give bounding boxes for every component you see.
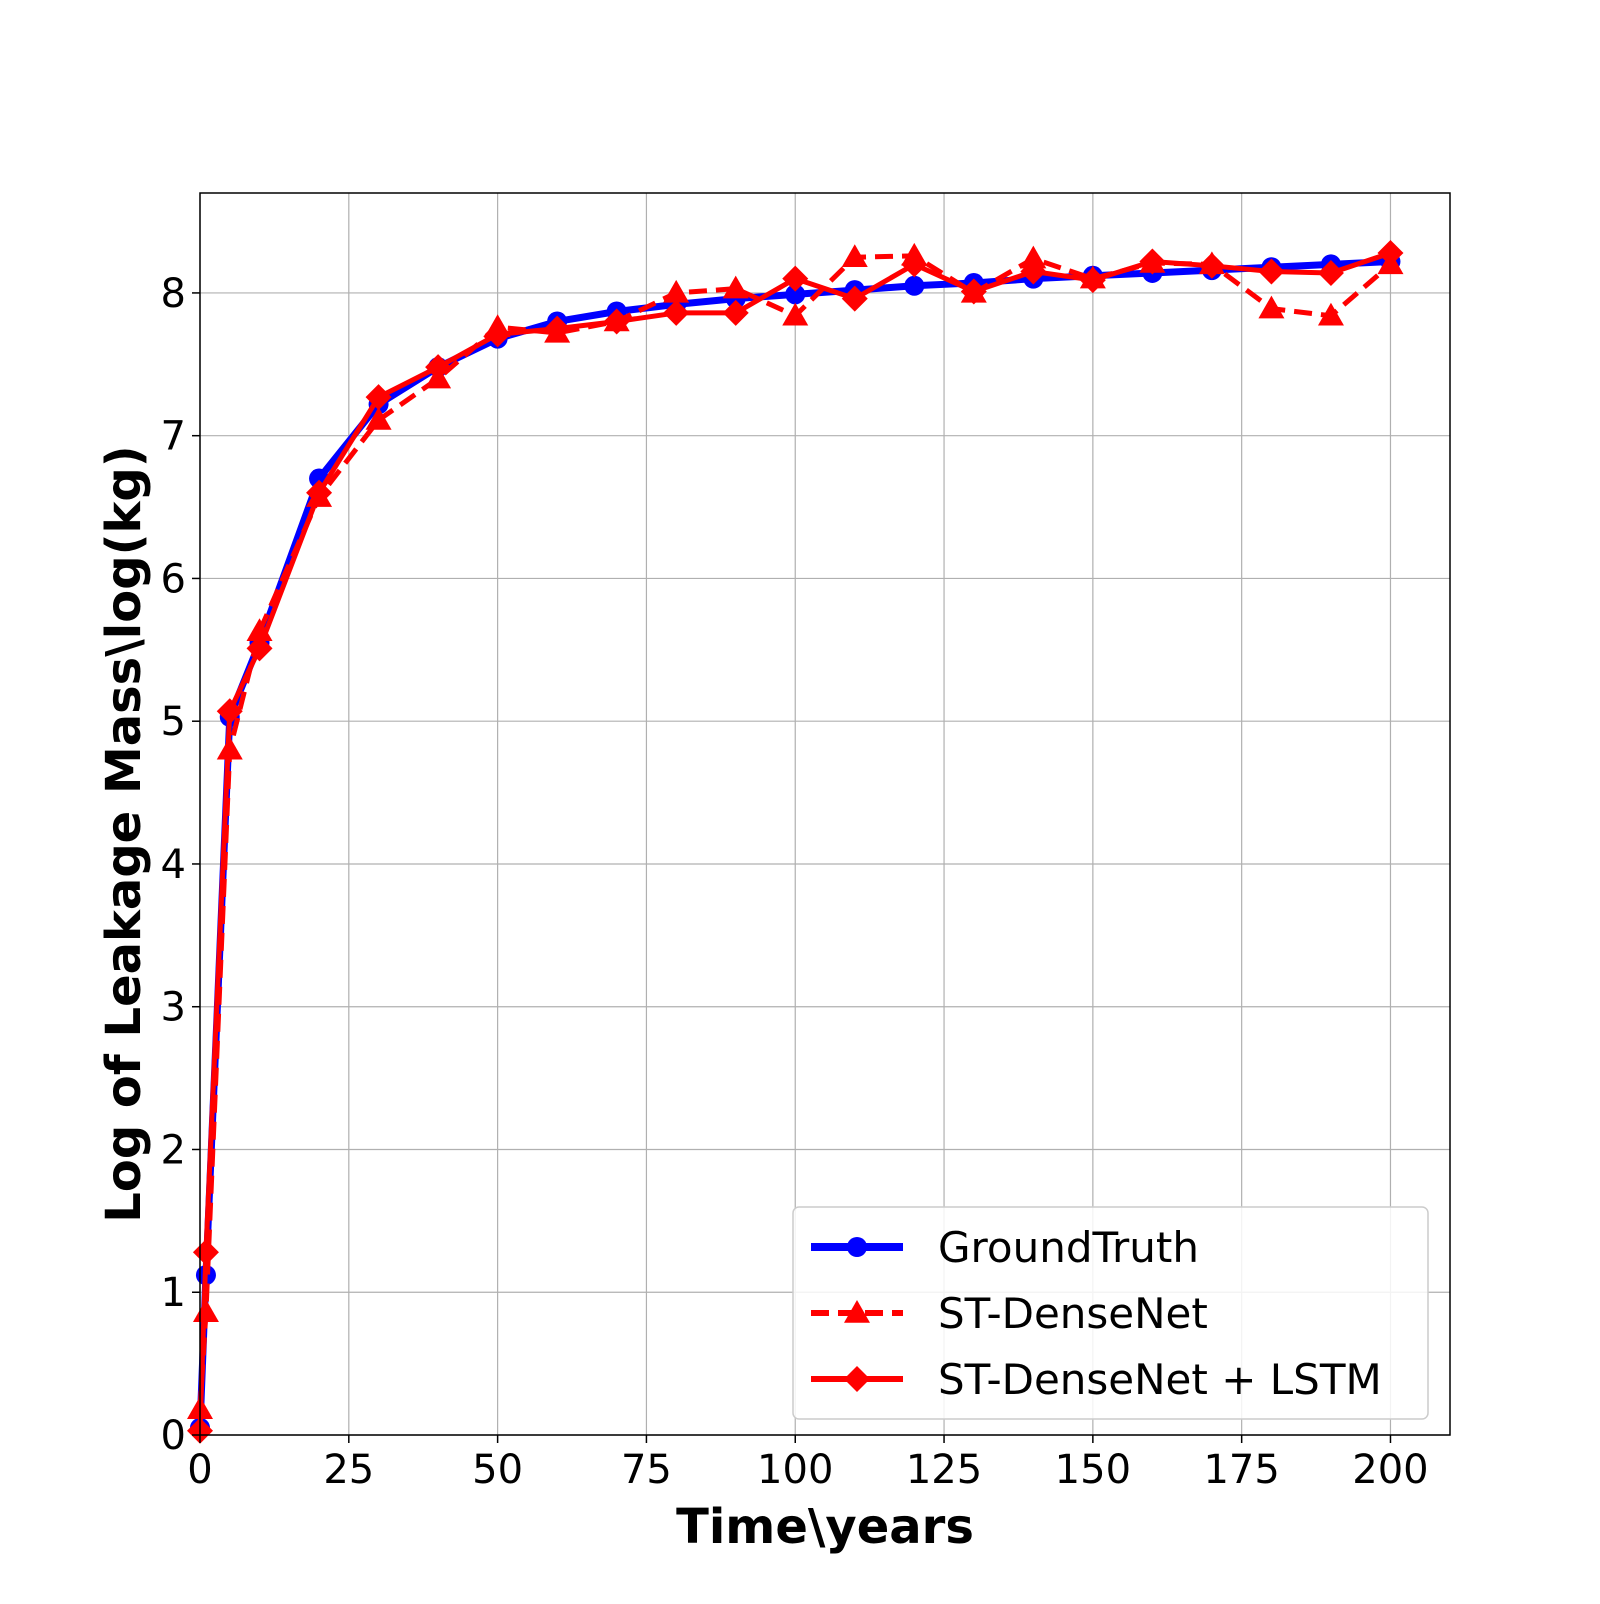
y-tick-label: 7 xyxy=(161,414,186,460)
y-tick-label: 2 xyxy=(161,1127,186,1173)
data-point xyxy=(960,278,987,305)
data-point xyxy=(603,308,630,335)
data-point xyxy=(663,279,690,303)
data-point xyxy=(1020,245,1047,269)
data-point xyxy=(1258,295,1285,319)
data-point xyxy=(484,321,511,348)
plot-frame xyxy=(199,192,1451,1436)
legend-label: ST-DenseNet + LSTM xyxy=(938,1355,1382,1404)
legend-label: GroundTruth xyxy=(938,1223,1199,1272)
data-point xyxy=(216,698,243,725)
legend-entries: GroundTruth ST-DenseNet ST-DenseNet + LSTM xyxy=(811,1223,1382,1404)
data-point xyxy=(1377,239,1404,266)
x-tick-label: 100 xyxy=(757,1447,833,1493)
legend-entry: ST-DenseNet xyxy=(811,1289,1208,1338)
data-point xyxy=(841,285,868,312)
legend-label: ST-DenseNet xyxy=(938,1289,1208,1338)
data-point xyxy=(785,284,806,305)
x-axis-label: Time\years xyxy=(676,1499,974,1555)
x-tick-label: 150 xyxy=(1055,1447,1131,1493)
y-tick-label: 1 xyxy=(161,1270,186,1316)
x-tick-label: 25 xyxy=(323,1447,374,1493)
data-point xyxy=(1258,258,1285,285)
legend-entry: ST-DenseNet + LSTM xyxy=(811,1355,1382,1404)
y-axis-label: Log of Leakage Mass\log(kg) xyxy=(96,445,152,1222)
legend-marker xyxy=(847,1237,867,1257)
data-point xyxy=(782,265,809,292)
data-point xyxy=(841,244,868,267)
y-tick-label: 6 xyxy=(161,556,186,602)
legend-marker xyxy=(844,1366,870,1392)
data-point xyxy=(904,275,925,296)
legend-box xyxy=(792,1206,1429,1420)
x-tick-label: 50 xyxy=(472,1447,523,1493)
data-point xyxy=(425,354,452,381)
legend-entry: GroundTruth xyxy=(811,1223,1199,1272)
x-tick-label: 200 xyxy=(1352,1447,1428,1493)
y-tick-label: 0 xyxy=(161,1413,186,1459)
data-point xyxy=(722,275,749,299)
y-tick-label: 8 xyxy=(161,271,186,317)
data-point xyxy=(1317,259,1344,286)
data-point xyxy=(1317,302,1344,326)
x-tick-label: 0 xyxy=(187,1447,212,1493)
legend-marker xyxy=(844,1300,870,1323)
y-tick-label: 4 xyxy=(161,842,186,888)
data-point xyxy=(901,251,928,278)
data-point xyxy=(365,406,392,430)
data-point xyxy=(365,384,392,411)
y-tick-label: 5 xyxy=(161,699,186,745)
data-point xyxy=(246,635,273,662)
tick-labels: 0 25 50 75 100 125 150 175 200 0 1 2 3 4 5 6 7 8 xyxy=(161,271,1429,1493)
data-point xyxy=(722,299,749,326)
data-point xyxy=(1020,258,1047,285)
x-tick-label: 125 xyxy=(906,1447,982,1493)
data-point xyxy=(1139,248,1166,275)
y-tick-label: 3 xyxy=(161,985,186,1031)
x-tick-label: 75 xyxy=(621,1447,672,1493)
data-point xyxy=(1198,252,1225,279)
data-point xyxy=(306,479,333,506)
data-point xyxy=(663,299,690,326)
x-tick-label: 175 xyxy=(1203,1447,1279,1493)
data-point xyxy=(544,315,571,342)
legend: GroundTruth ST-DenseNet ST-DenseNet + LSTM xyxy=(792,1206,1429,1420)
data-point xyxy=(782,302,809,326)
data-point xyxy=(1079,267,1106,294)
series-lines xyxy=(187,239,1404,1444)
